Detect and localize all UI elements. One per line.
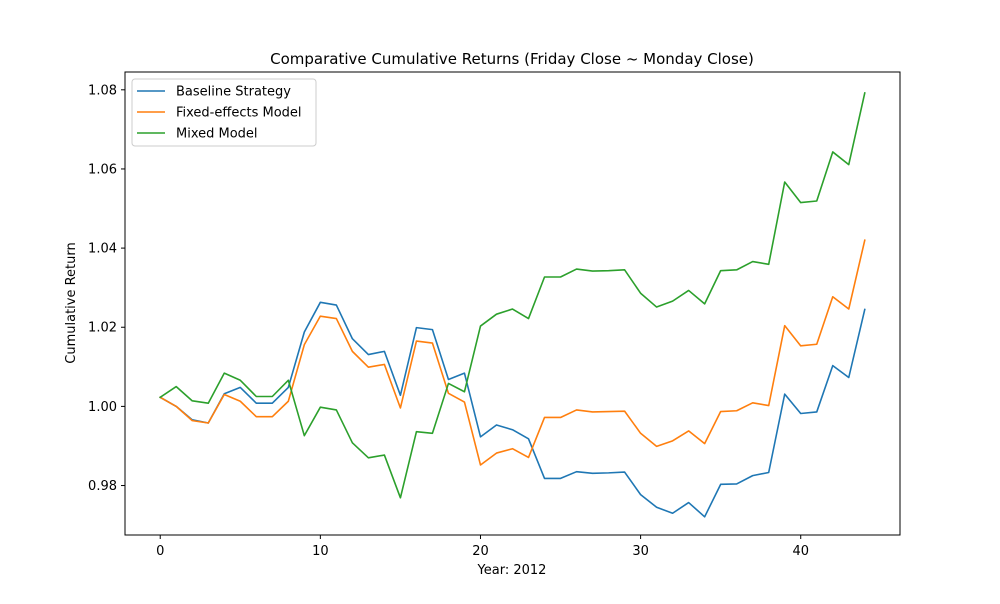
legend-label-2: Mixed Model (176, 127, 258, 142)
y-tick-label: 0.98 (88, 479, 117, 494)
x-axis-label: Year: 2012 (477, 563, 547, 578)
x-tick-label: 20 (472, 544, 489, 559)
plot-lines (159, 92, 866, 518)
legend-box (131, 78, 317, 147)
x-axis-ticks: 0 10 20 30 40 (156, 535, 809, 559)
y-tick-label: 1.02 (88, 321, 117, 336)
legend-label-1: Fixed-effects Model (176, 106, 302, 121)
series-line-0 (159, 301, 866, 518)
series-line-2 (159, 92, 866, 499)
y-axis-ticks: 0.98 1.00 1.02 1.04 1.06 1.08 (88, 83, 125, 494)
x-tick-label: 10 (312, 544, 329, 559)
legend-label-0: Baseline Strategy (176, 85, 291, 100)
y-tick-label: 1.04 (88, 242, 117, 257)
y-tick-label: 1.08 (88, 83, 117, 98)
legend: Baseline Strategy Fixed-effects Model Mixe… (131, 78, 317, 147)
plot-frame (124, 71, 901, 536)
chart-title: Comparative Cumulative Returns (Friday C… (270, 50, 754, 68)
x-tick-label: 30 (632, 544, 649, 559)
y-axis-label: Cumulative Return (64, 242, 79, 363)
x-tick-label: 40 (792, 544, 809, 559)
y-tick-label: 1.06 (88, 162, 117, 177)
y-tick-label: 1.00 (88, 400, 117, 415)
x-tick-label: 0 (156, 544, 164, 559)
series-line-1 (159, 239, 866, 466)
